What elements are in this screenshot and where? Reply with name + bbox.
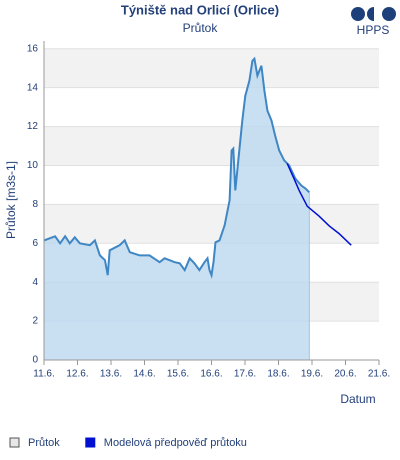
grid-band	[44, 204, 379, 244]
logo-circle	[351, 7, 365, 21]
legend-swatch	[9, 437, 20, 448]
logo: HPPS	[351, 7, 396, 37]
x-tick-label: 14.6.	[133, 369, 155, 380]
y-tick-label: 12	[27, 121, 39, 132]
x-tick-label: 17.6.	[234, 369, 256, 380]
x-tick-label: 16.6.	[200, 369, 222, 380]
y-tick-label: 10	[27, 160, 39, 171]
grid-band	[44, 48, 379, 88]
grid-band	[44, 126, 379, 166]
line	[43, 56, 310, 280]
y-tick-label: 16	[27, 43, 39, 54]
legend-label: Průtok	[28, 437, 60, 449]
chart-title: Týniště nad Orlicí (Orlice)	[121, 2, 279, 17]
logo-text: HPPS	[357, 23, 390, 37]
legend-swatch	[85, 437, 96, 448]
y-axis-label: Průtok [m3s-1]	[4, 161, 18, 239]
y-tick-label: 2	[32, 316, 38, 327]
y-tick-label: 6	[32, 238, 38, 249]
y-tick-label: 14	[27, 82, 39, 93]
x-axis-label: Datum	[340, 392, 375, 406]
logo-half	[367, 7, 374, 21]
legend-label: Modelová předpověď průtoku	[104, 437, 247, 449]
x-tick-label: 13.6.	[100, 369, 122, 380]
line	[286, 163, 352, 246]
y-tick-label: 8	[32, 199, 38, 210]
y-tick-label: 0	[32, 355, 38, 366]
x-tick-label: 15.6.	[167, 369, 189, 380]
logo-circle	[382, 7, 396, 21]
x-tick-label: 11.6.	[33, 369, 55, 380]
x-tick-label: 19.6.	[301, 369, 323, 380]
y-tick-label: 4	[32, 277, 38, 288]
area	[44, 58, 310, 360]
x-tick-label: 18.6.	[267, 369, 289, 380]
chart-subtitle: Průtok	[183, 21, 219, 35]
x-tick-label: 20.6.	[334, 369, 356, 380]
x-tick-label: 12.6.	[66, 369, 88, 380]
x-tick-label: 21.6.	[368, 369, 390, 380]
